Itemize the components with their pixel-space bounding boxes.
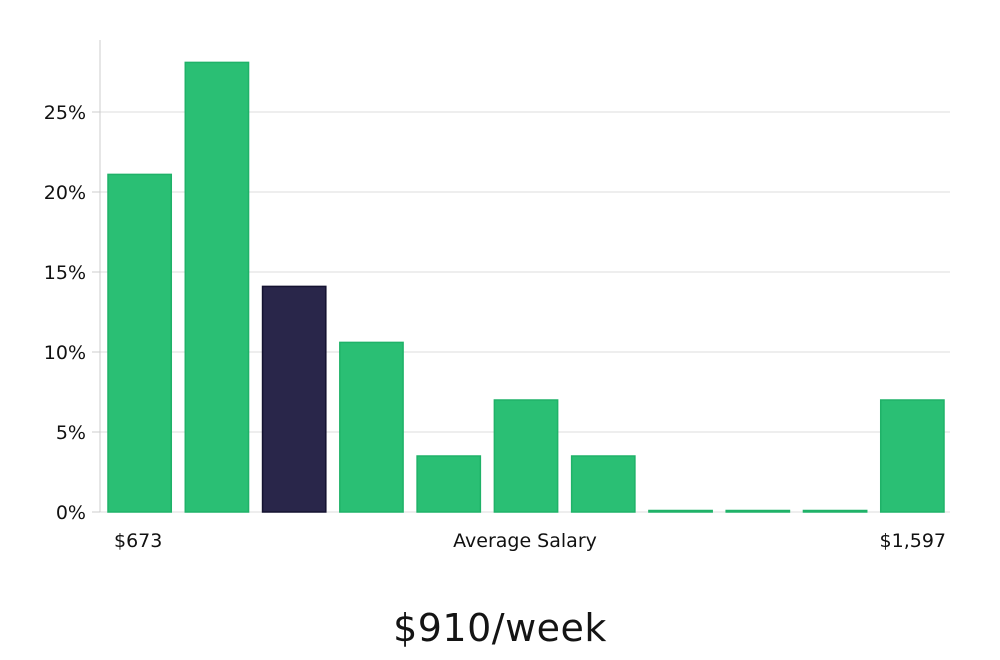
y-tick-label: 25%	[44, 102, 86, 124]
x-axis-title: Average Salary	[453, 530, 597, 552]
x-max-label: $1,597	[880, 530, 946, 552]
x-min-label: $673	[114, 530, 162, 552]
y-tick-label: 0%	[56, 502, 86, 524]
bar	[416, 455, 482, 513]
bar-highlighted	[261, 285, 327, 513]
bar	[725, 509, 791, 513]
y-tick-label: 10%	[44, 342, 86, 364]
y-tick-label: 5%	[56, 422, 86, 444]
bars	[107, 61, 945, 513]
y-tick-label: 20%	[44, 182, 86, 204]
bar	[184, 61, 250, 513]
average-salary-value: $910/week	[393, 606, 607, 650]
bar	[493, 399, 559, 513]
bar	[648, 509, 713, 513]
histogram-svg: 0% 5% 10% 15% 20% 25% $673 Average Salary $1,…	[44, 40, 950, 552]
bar	[802, 509, 868, 513]
bar	[879, 399, 945, 513]
y-axis-ticks: 0% 5% 10% 15% 20% 25%	[44, 102, 100, 524]
bar	[339, 341, 404, 513]
salary-histogram: 0% 5% 10% 15% 20% 25% $673 Average Salary $1,…	[44, 40, 950, 552]
y-tick-label: 15%	[44, 262, 86, 284]
bar	[570, 455, 636, 513]
bar	[107, 173, 173, 513]
